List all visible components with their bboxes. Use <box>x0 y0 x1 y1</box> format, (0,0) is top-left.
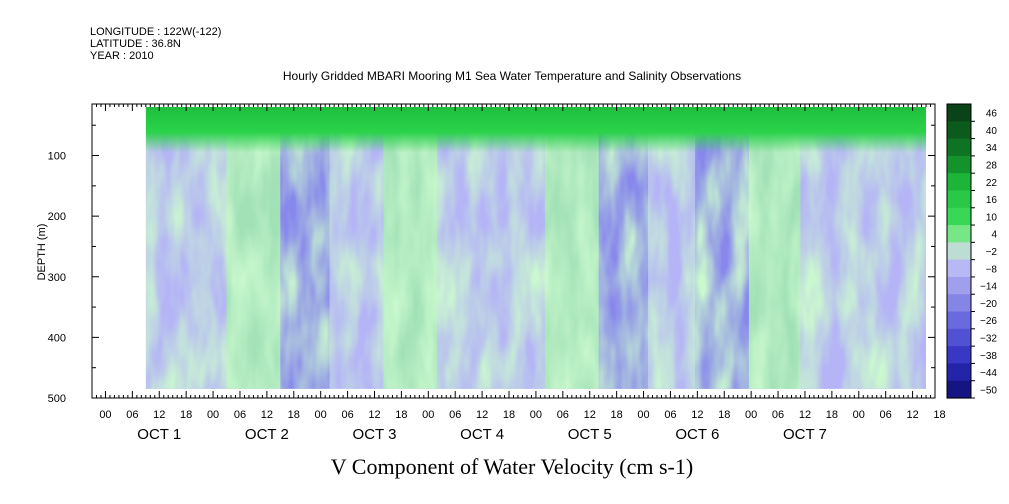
x-tick-label: 06 <box>772 409 784 421</box>
x-day-label: OCT 6 <box>675 426 719 443</box>
x-tick-label: 00 <box>422 409 434 421</box>
latitude-label: LATITUDE : 36.8N <box>90 38 181 50</box>
colorbar-label: −14 <box>980 282 997 293</box>
x-tick-label: 06 <box>664 409 676 421</box>
x-tick-label: 06 <box>557 409 569 421</box>
colorbar-swatch <box>947 155 971 174</box>
colorbar-label: 22 <box>986 178 998 189</box>
colorbar-label: −2 <box>986 247 998 258</box>
y-tick-label: 500 <box>48 393 66 405</box>
colorbar-label: 4 <box>991 230 997 241</box>
colorbar-swatch <box>947 328 971 347</box>
colorbar-label: 28 <box>986 161 998 172</box>
x-tick-label: 18 <box>933 409 945 421</box>
colorbar-swatch <box>947 138 971 157</box>
colorbar-swatch <box>947 294 971 313</box>
colorbar-label: 10 <box>986 212 998 223</box>
colorbar-swatch <box>947 242 971 261</box>
y-tick-label: 300 <box>48 272 66 284</box>
year-label: YEAR : 2010 <box>90 50 154 62</box>
velocity-texture <box>145 107 927 389</box>
x-tick-label: 00 <box>99 409 111 421</box>
colorbar-swatch <box>947 173 971 192</box>
colorbar-swatch <box>947 311 971 330</box>
x-tick-label: 00 <box>315 409 327 421</box>
x-tick-label: 06 <box>126 409 138 421</box>
colorbar-label: −26 <box>980 316 997 327</box>
x-tick-label: 06 <box>880 409 892 421</box>
x-tick-label: 12 <box>799 409 811 421</box>
x-tick-label: 12 <box>153 409 165 421</box>
heatmap-field <box>145 107 927 389</box>
y-axis-label: DEPTH (m) <box>36 224 48 281</box>
x-day-label: OCT 2 <box>245 426 289 443</box>
colorbar-label: −32 <box>980 333 997 344</box>
y-tick-label: 100 <box>48 151 66 163</box>
colorbar-label: −50 <box>980 385 997 396</box>
colorbar-label: 40 <box>986 126 998 137</box>
colorbar-label: 46 <box>986 109 998 120</box>
colorbar-swatch <box>947 190 971 209</box>
x-tick-label: 18 <box>180 409 192 421</box>
x-tick-label: 18 <box>395 409 407 421</box>
x-day-label: OCT 1 <box>137 426 181 443</box>
plot-area <box>145 107 927 389</box>
colorbar-label: −8 <box>986 264 998 275</box>
x-axis-label: V Component of Water Velocity (cm s-1) <box>331 454 693 479</box>
colorbar-label: −44 <box>980 368 997 379</box>
colorbar-swatch <box>947 121 971 140</box>
colorbar-swatch <box>947 259 971 278</box>
colorbar: 46 40 34 28 22 16 10 4 −2 −8 −14 −20 −26 −32 −38 −44 −50 <box>946 103 998 399</box>
x-tick-label: 06 <box>341 409 353 421</box>
colorbar-swatch <box>947 380 971 399</box>
x-tick-label: 00 <box>207 409 219 421</box>
x-tick-label: 18 <box>611 409 623 421</box>
x-tick-label: 12 <box>261 409 273 421</box>
x-tick-label: 00 <box>853 409 865 421</box>
colorbar-swatch <box>947 363 971 382</box>
x-tick-label: 18 <box>503 409 515 421</box>
x-tick-label: 12 <box>906 409 918 421</box>
x-tick-label: 06 <box>234 409 246 421</box>
colorbar-label: −38 <box>980 351 997 362</box>
x-tick-label: 18 <box>718 409 730 421</box>
x-day-label: OCT 5 <box>568 426 612 443</box>
colorbar-swatch <box>947 276 971 295</box>
longitude-label: LONGITUDE : 122W(-122) <box>90 26 221 38</box>
x-tick-label: 18 <box>826 409 838 421</box>
x-day-label: OCT 3 <box>353 426 397 443</box>
y-tick-label: 400 <box>48 332 66 344</box>
chart-title: Hourly Gridded MBARI Mooring M1 Sea Wate… <box>283 69 741 83</box>
colorbar-swatch <box>947 104 971 122</box>
colorbar-frame <box>946 103 972 399</box>
x-day-label: OCT 7 <box>783 426 827 443</box>
x-tick-label: 18 <box>288 409 300 421</box>
colorbar-label: −20 <box>980 299 997 310</box>
colorbar-swatch <box>947 346 971 365</box>
colorbar-swatch <box>947 225 971 243</box>
x-tick-label: 12 <box>368 409 380 421</box>
x-tick-label: 12 <box>476 409 488 421</box>
axes: 100 200 300 400 500 00 06 12 18 00 06 12 18 00 06 12 18 0… <box>48 103 946 443</box>
y-tick-label: 200 <box>48 211 66 223</box>
colorbar-label: 16 <box>986 195 998 206</box>
x-tick-label: 06 <box>449 409 461 421</box>
colorbar-swatch <box>947 207 971 226</box>
x-tick-label: 00 <box>745 409 757 421</box>
x-day-label: OCT 4 <box>460 426 504 443</box>
x-tick-label: 00 <box>637 409 649 421</box>
x-tick-label: 00 <box>530 409 542 421</box>
surface-band <box>145 107 927 153</box>
x-tick-label: 12 <box>584 409 596 421</box>
colorbar-label: 34 <box>986 143 998 154</box>
x-tick-label: 12 <box>691 409 703 421</box>
